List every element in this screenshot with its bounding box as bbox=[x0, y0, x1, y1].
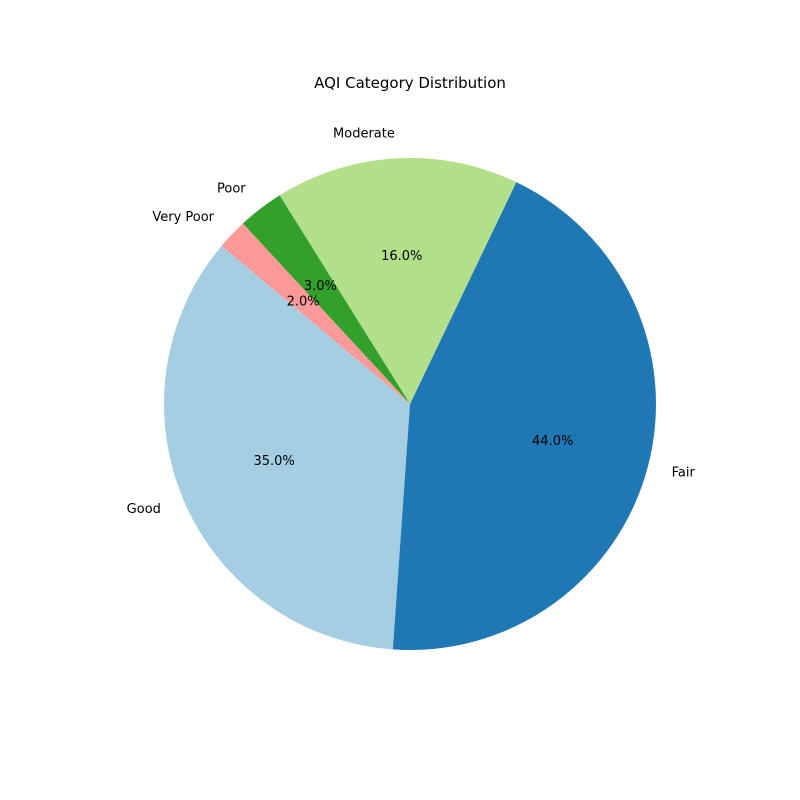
pie-slice-very-poor bbox=[221, 223, 410, 404]
slice-percent-moderate: 16.0% bbox=[381, 249, 422, 264]
slice-percent-very-poor: 2.0% bbox=[287, 295, 320, 310]
pie-slice-poor bbox=[242, 195, 410, 404]
slice-percent-fair: 44.0% bbox=[532, 434, 573, 449]
slice-label-good: Good bbox=[127, 502, 161, 517]
slice-label-very-poor: Very Poor bbox=[152, 210, 214, 225]
slice-percent-good: 35.0% bbox=[253, 454, 294, 469]
pie-slices bbox=[163, 158, 656, 650]
pie-slice-moderate bbox=[279, 158, 517, 404]
slice-percent-poor: 3.0% bbox=[304, 279, 337, 294]
slice-label-fair: Fair bbox=[672, 466, 696, 481]
slice-label-moderate: Moderate bbox=[333, 126, 395, 141]
slice-label-poor: Poor bbox=[217, 182, 246, 197]
pie-labels: Good 35.0% Fair 44.0% Moderate 16.0% Poor 3.0% V… bbox=[127, 126, 696, 517]
pie-slice-fair bbox=[392, 182, 656, 650]
chart-title: AQI Category Distribution bbox=[314, 74, 506, 92]
pie-slice-good bbox=[163, 245, 410, 650]
